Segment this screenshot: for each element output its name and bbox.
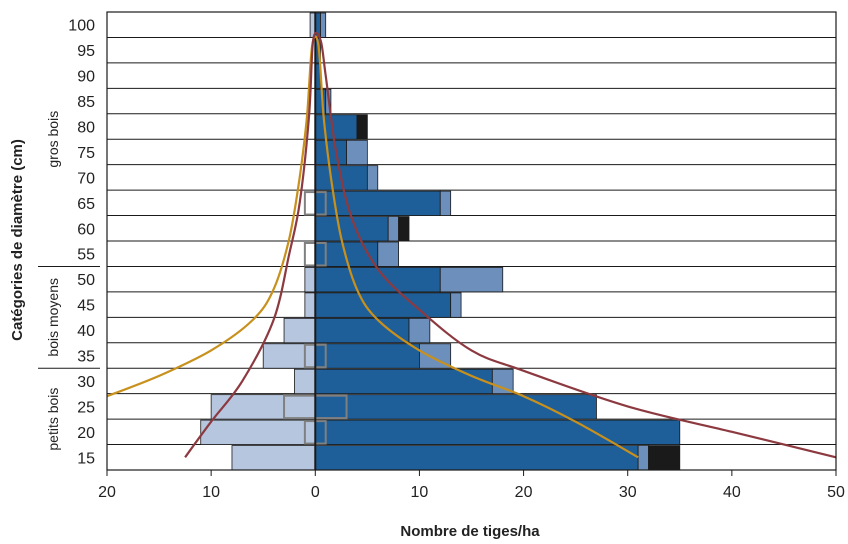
- x-tick-label: 50: [827, 484, 845, 501]
- y-tick-label: 50: [77, 272, 95, 289]
- bars: [200, 12, 681, 471]
- bar-right-15-1: [637, 445, 649, 471]
- bar-right-50-1: [439, 267, 504, 293]
- bar-right-55-1: [377, 241, 399, 267]
- y-tick-label: 95: [77, 43, 95, 60]
- y-tick-label: 75: [77, 145, 95, 162]
- y-tick-label: 20: [77, 425, 95, 442]
- bar-right-45-0: [314, 292, 452, 318]
- x-tick-label: 30: [619, 484, 637, 501]
- y-tick-label: 25: [77, 399, 95, 416]
- bar-right-15-0: [314, 445, 639, 471]
- y-tick-label: 90: [77, 69, 95, 86]
- y-tick-label: 70: [77, 170, 95, 187]
- y-tick-label: 40: [77, 323, 95, 340]
- x-tick-labels: 20 10 0 10 20 30 40 50: [98, 470, 845, 501]
- group-label: gros bois: [45, 111, 61, 168]
- plot-border: [106, 11, 837, 471]
- bar-right-45-1: [450, 292, 462, 318]
- x-tick-label: 20: [98, 484, 116, 501]
- bar-right-75-1: [346, 139, 368, 166]
- y-tick-label: 45: [77, 298, 95, 315]
- bar-left-25: [210, 394, 316, 420]
- bar-right-75-0: [314, 139, 347, 166]
- group-label: bois moyens: [45, 278, 61, 357]
- bar-left-40: [283, 317, 316, 344]
- bar-right-70-1: [366, 165, 379, 191]
- bar-left-20: [200, 419, 316, 445]
- y-tick-label: 35: [77, 349, 95, 366]
- bar-right-65-1: [439, 190, 452, 216]
- x-tick-label: 20: [515, 484, 533, 501]
- curves: [106, 31, 837, 459]
- bar-left-30: [294, 368, 316, 395]
- y-tick-label: 85: [77, 94, 95, 111]
- x-tick-label: 40: [723, 484, 741, 501]
- bar-right-25-0: [314, 394, 597, 420]
- plot-frame: [106, 11, 837, 471]
- y-tick-label: 80: [77, 120, 95, 137]
- bar-left-35: [262, 343, 316, 369]
- bar-right-80-2: [356, 114, 368, 140]
- bar-right-40-0: [314, 317, 410, 344]
- y-tick-labels: 15 20 25 30 35 40 45 50 55 60 65 70 75 80 85 90 95 100: [68, 18, 95, 468]
- bar-left-15: [231, 445, 316, 471]
- x-tick-label: 0: [311, 484, 320, 501]
- bar-right-60-2: [398, 216, 410, 242]
- bar-left-50: [304, 267, 316, 293]
- grid-lines: [107, 11, 836, 471]
- x-tick-label: 10: [411, 484, 429, 501]
- bar-right-30-1: [491, 368, 514, 395]
- y-tick-label: 30: [77, 374, 95, 391]
- bar-right-50-0: [314, 267, 441, 293]
- y-tick-label: 15: [77, 450, 95, 467]
- bar-right-20-0: [314, 419, 681, 445]
- y-tick-label: 65: [77, 196, 95, 213]
- y-axis-title: Catégories de diamètre (cm): [9, 139, 26, 341]
- y-tick-label: 55: [77, 247, 95, 264]
- curve-1: [184, 31, 837, 459]
- bar-right-15-2: [648, 445, 681, 471]
- bar-right-60-1: [387, 216, 399, 242]
- x-tick-label: 10: [202, 484, 220, 501]
- x-axis-title: Nombre de tiges/ha: [400, 523, 540, 540]
- bar-right-100-1: [320, 12, 327, 38]
- bar-left-45: [304, 292, 316, 318]
- bar-right-80-0: [314, 114, 358, 140]
- bar-right-40-1: [408, 317, 431, 344]
- y-tick-label: 60: [77, 221, 95, 238]
- group-label: petits bois: [45, 388, 61, 451]
- group-labels: petits bois bois moyens gros bois: [38, 111, 100, 451]
- bar-right-35-0: [314, 343, 420, 369]
- y-tick-label: 100: [68, 18, 95, 35]
- curve-0: [106, 35, 639, 459]
